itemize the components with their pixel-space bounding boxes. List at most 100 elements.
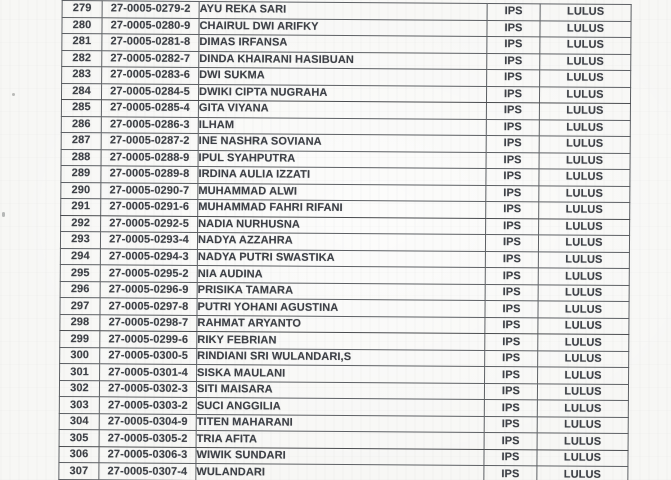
participant-number-cell: 27-0005-0284-5 (101, 83, 199, 101)
student-name-cell: NIA AUDINA (197, 265, 486, 285)
row-number-cell: 283 (61, 66, 102, 84)
program-cell: IPS (485, 218, 539, 236)
status-cell: LULUS (537, 400, 629, 418)
program-cell: IPS (484, 416, 538, 434)
status-cell: LULUS (537, 350, 629, 368)
row-number-cell: 301 (59, 363, 100, 381)
status-cell: LULUS (537, 317, 629, 335)
status-cell: LULUS (537, 416, 629, 434)
scan-speck (2, 212, 5, 217)
student-name-cell: SISKA MAULANI (196, 364, 485, 384)
participant-number-cell: 27-0005-0306-3 (98, 446, 197, 464)
student-name-cell: TITEN MAHARANI (196, 414, 485, 433)
student-name-cell: ILHAM (198, 117, 487, 136)
student-name-cell: DINDA KHAIRANI HASIBUAN (198, 51, 487, 70)
row-number-cell: 284 (61, 83, 102, 100)
status-cell: LULUS (539, 86, 631, 104)
row-number-cell: 285 (61, 99, 102, 117)
status-cell: LULUS (536, 449, 629, 467)
row-number-cell: 294 (60, 248, 101, 266)
student-name-cell: PRISIKA TAMARA (197, 282, 486, 301)
row-number-cell: 286 (61, 116, 102, 133)
row-number-cell: 302 (59, 380, 100, 398)
row-number-cell: 281 (61, 33, 102, 51)
student-name-cell: GITA VIYANA (198, 100, 487, 120)
program-cell: IPS (484, 366, 538, 384)
program-cell: IPS (485, 284, 539, 302)
participant-number-cell: 27-0005-0291-6 (100, 198, 198, 217)
row-number-cell: 297 (59, 297, 101, 315)
program-cell: IPS (483, 465, 537, 480)
participant-number-cell: 27-0005-0286-3 (101, 116, 199, 134)
program-cell: IPS (486, 53, 540, 70)
participant-number-cell: 27-0005-0289-8 (100, 165, 199, 184)
status-cell: LULUS (537, 301, 630, 319)
student-name-cell: DIMAS IRFANSA (198, 34, 487, 54)
program-cell: IPS (484, 432, 538, 450)
student-graduation-table: 279 27-0005-0279-2 AYU REKA SARI IPS LUL… (58, 0, 632, 480)
participant-number-cell: 27-0005-0304-9 (99, 413, 197, 431)
program-cell: IPS (485, 267, 539, 285)
row-number-cell: 288 (61, 149, 102, 166)
status-cell: LULUS (538, 185, 630, 203)
row-number-cell: 279 (62, 0, 103, 18)
participant-number-cell: 27-0005-0299-6 (99, 331, 197, 349)
program-cell: IPS (486, 152, 540, 170)
status-cell: LULUS (540, 3, 632, 22)
row-number-cell: 298 (59, 314, 100, 332)
student-name-cell: TRIA AFITA (196, 430, 485, 450)
program-cell: IPS (484, 317, 538, 335)
participant-number-cell: 27-0005-0279-2 (102, 0, 200, 18)
participant-number-cell: 27-0005-0280-9 (101, 17, 200, 35)
status-cell: LULUS (538, 202, 630, 220)
student-name-cell: IPUL SYAHPUTRA (198, 150, 487, 169)
participant-number-cell: 27-0005-0292-5 (100, 215, 198, 233)
participant-number-cell: 27-0005-0281-8 (101, 33, 199, 52)
student-name-cell: SUCI ANGGILIA (196, 397, 485, 417)
program-cell: IPS (483, 449, 538, 467)
participant-number-cell: 27-0005-0294-3 (100, 248, 198, 266)
row-number-cell: 287 (61, 132, 102, 150)
program-cell: IPS (486, 69, 540, 87)
student-name-cell: NADYA AZZAHRA (197, 232, 486, 252)
participant-number-cell: 27-0005-0305-2 (99, 430, 197, 448)
participant-number-cell: 27-0005-0283-6 (101, 66, 199, 85)
row-number-cell: 282 (61, 50, 102, 67)
student-name-cell: DWIKI CIPTA NUGRAHA (198, 84, 487, 103)
student-name-cell: NADYA PUTRI SWASTIKA (197, 249, 486, 268)
program-cell: IPS (487, 3, 541, 21)
program-cell: IPS (486, 36, 540, 54)
status-cell: LULUS (538, 218, 630, 236)
status-cell: LULUS (539, 152, 631, 170)
status-cell: LULUS (537, 383, 629, 401)
student-name-cell: CHAIRUL DWI ARIFKY (198, 17, 488, 37)
row-number-cell: 307 (58, 462, 99, 480)
status-cell: LULUS (538, 169, 631, 187)
status-cell: LULUS (537, 334, 629, 352)
table-row: 307 27-0005-0307-4 WULANDARI IPS LULUS (58, 462, 628, 480)
participant-number-cell: 27-0005-0285-4 (101, 99, 199, 118)
table-body: 279 27-0005-0279-2 AYU REKA SARI IPS LUL… (58, 0, 632, 480)
participant-number-cell: 27-0005-0302-3 (99, 380, 197, 398)
student-name-cell: WIWIK SUNDARI (195, 447, 485, 466)
status-cell: LULUS (538, 268, 630, 286)
student-name-cell: SITI MAISARA (196, 381, 485, 400)
student-name-cell: AYU REKA SARI (199, 1, 488, 21)
participant-number-cell: 27-0005-0296-9 (100, 281, 198, 299)
row-number-cell: 306 (58, 446, 100, 464)
participant-number-cell: 27-0005-0287-2 (101, 132, 199, 151)
row-number-cell: 291 (60, 198, 101, 216)
program-cell: IPS (484, 350, 538, 368)
row-number-cell: 295 (60, 264, 101, 282)
participant-number-cell: 27-0005-0301-4 (99, 364, 197, 382)
student-name-cell: INE NASHRA SOVIANA (198, 133, 487, 153)
program-cell: IPS (484, 383, 538, 401)
status-cell: LULUS (539, 102, 631, 121)
participant-number-cell: 27-0005-0295-2 (100, 265, 198, 283)
participant-number-cell: 27-0005-0300-5 (99, 347, 197, 365)
student-name-cell: RINDIANI SRI WULANDARI,S (196, 348, 485, 367)
status-cell: LULUS (539, 119, 631, 137)
participant-number-cell: 27-0005-0298-7 (99, 314, 197, 332)
student-name-cell: RAHMAT ARYANTO (196, 315, 485, 334)
